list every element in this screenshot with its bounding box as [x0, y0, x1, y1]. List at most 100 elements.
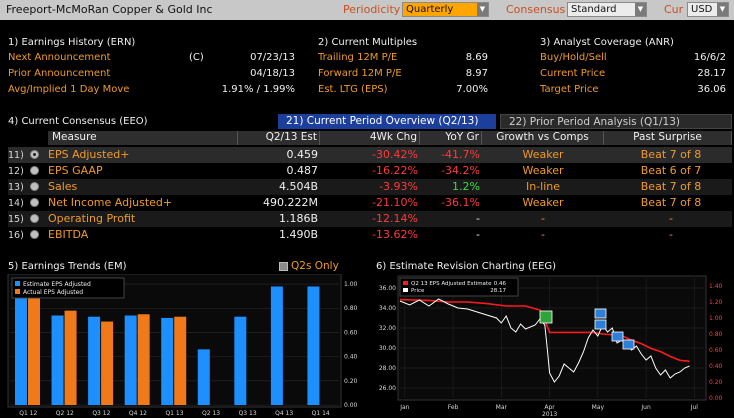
legend-label-estimate: Estimate EPS Adjusted — [23, 281, 91, 288]
y-tick-label: 0.40 — [344, 354, 358, 361]
x-tick-label: Q4 12 — [129, 410, 147, 417]
actual-bar[interactable] — [28, 290, 40, 405]
estimate-bar[interactable] — [270, 286, 283, 405]
actual-bar[interactable] — [64, 310, 77, 405]
q2s-only-checkbox[interactable] — [279, 262, 288, 271]
x-tick-label: Q1 13 — [165, 410, 183, 417]
estimate-bar[interactable] — [51, 315, 64, 405]
currency-value: USD — [691, 4, 713, 15]
estimate-bar[interactable] — [124, 315, 137, 405]
col-header-yoy-gr[interactable]: YoY Gr — [420, 131, 482, 145]
estimate-bar[interactable] — [307, 286, 320, 405]
table-row[interactable]: 16) EBITDA 1.490B -13.62% - - - — [8, 227, 732, 243]
estimate-value: 4.504B — [278, 180, 318, 193]
past-surprise: Beat 6 of 7 — [640, 164, 702, 177]
x-tick-label: Jul — [690, 404, 699, 411]
growth-vs-comps: In-line — [525, 180, 561, 193]
event-marker-icon[interactable] — [622, 339, 635, 350]
actual-bar[interactable] — [174, 316, 187, 405]
consensus-dropdown[interactable]: Standard ▼ — [567, 2, 647, 17]
past-surprise: - — [669, 212, 673, 225]
implied-move-label: Avg/Implied 1 Day Move — [8, 84, 130, 95]
radio-button[interactable] — [30, 150, 39, 159]
x-tick-label: Apr — [544, 404, 555, 411]
periodicity-label: Periodicity — [343, 3, 401, 16]
col-header-growth-vs-comps[interactable]: Growth vs Comps — [482, 131, 604, 145]
x-tick-label: Mar — [496, 404, 508, 411]
legend-swatch-price — [403, 288, 408, 292]
radio-button[interactable] — [30, 198, 39, 207]
security-title: Freeport-McMoRan Copper & Gold Inc — [6, 3, 213, 16]
y-tick-label-right: 0.00 — [709, 395, 723, 402]
next-announcement-value: 07/23/13 — [250, 52, 295, 63]
title-bar: Freeport-McMoRan Copper & Gold Inc Perio… — [0, 0, 734, 20]
y-tick-label-left: 36.00 — [379, 285, 396, 292]
event-marker-icon[interactable] — [594, 319, 607, 330]
col-header-past-surprise[interactable]: Past Surprise — [604, 131, 732, 145]
legend-value-price: 28.17 — [490, 288, 506, 294]
current-multiples-title[interactable]: 2) Current Multiples — [318, 37, 418, 48]
table-row[interactable]: 11) EPS Adjusted+ 0.459 -30.42% -41.7% W… — [8, 147, 732, 163]
estimate-bar[interactable] — [197, 349, 210, 405]
event-marker-icon[interactable] — [611, 331, 624, 342]
x-tick-label: Q3 13 — [239, 410, 257, 417]
radio-button[interactable] — [30, 166, 39, 175]
legend-swatch-estimate — [15, 281, 20, 286]
analyst-coverage-title[interactable]: 3) Analyst Coverage (ANR) — [540, 37, 674, 48]
radio-button[interactable] — [30, 230, 39, 239]
forward-pe-label: Forward 12M P/E — [318, 68, 402, 79]
target-price-label: Target Price — [540, 84, 599, 95]
y-tick-label-right: 0.20 — [709, 379, 723, 386]
prior-announcement-value: 04/18/13 — [250, 68, 295, 79]
x-tick-label: Q1 14 — [312, 410, 330, 417]
table-row[interactable]: 12) EPS GAAP 0.487 -16.22% -34.2% Weaker… — [8, 163, 732, 179]
radio-button[interactable] — [30, 182, 39, 191]
est-ltg-value: 7.00% — [456, 84, 488, 95]
y-tick-label-right: 1.20 — [709, 299, 723, 306]
trailing-pe-label: Trailing 12M P/E — [318, 52, 398, 63]
yoy-growth: -34.2% — [441, 164, 480, 177]
earnings-history-title[interactable]: 1) Earnings History (ERN) — [8, 37, 136, 48]
table-row[interactable]: 15) Operating Profit 1.186B -12.14% - - … — [8, 211, 732, 227]
radio-button[interactable] — [30, 214, 39, 223]
y-tick-label-right: 1.00 — [709, 315, 723, 322]
four-week-change: -3.93% — [379, 180, 418, 193]
estimate-bar[interactable] — [15, 296, 27, 405]
table-row[interactable]: 13) Sales 4.504B -3.93% 1.2% In-line Bea… — [8, 179, 732, 195]
y-tick-label-right: 0.40 — [709, 363, 723, 370]
estimate-bar[interactable] — [88, 316, 101, 405]
next-announcement-flag: (C) — [189, 52, 204, 63]
table-row[interactable]: 14) Net Income Adjusted+ 490.222M -21.10… — [8, 195, 732, 211]
event-marker-icon[interactable] — [539, 310, 553, 324]
tab-current-period-overview[interactable]: 21) Current Period Overview (Q2/13) — [278, 114, 496, 129]
buy-hold-sell-label: Buy/Hold/Sell — [540, 52, 607, 63]
x-tick-label: Jun — [640, 404, 651, 411]
chevron-down-icon: ▼ — [477, 3, 488, 16]
growth-vs-comps: Weaker — [522, 196, 564, 209]
legend-label-price: Price — [411, 288, 425, 294]
x-tick-label: Q2 12 — [56, 410, 74, 417]
current-consensus-title[interactable]: 4) Current Consensus (EEO) — [8, 116, 148, 127]
estimate-bar[interactable] — [234, 316, 247, 405]
estimate-series-line — [399, 298, 690, 362]
col-header-4wk-chg[interactable]: 4Wk Chg — [320, 131, 420, 145]
col-header-estimate[interactable]: Q2/13 Est — [238, 131, 320, 145]
tab-prior-period-analysis[interactable]: 22) Prior Period Analysis (Q1/13) — [500, 114, 732, 129]
growth-vs-comps: Weaker — [522, 148, 564, 161]
legend-label-actual: Actual EPS Adjusted — [23, 289, 83, 296]
q2s-only-label: Q2s Only — [291, 260, 339, 272]
y-tick-label-left: 30.00 — [379, 345, 396, 352]
chevron-down-icon: ▼ — [717, 3, 728, 16]
periodicity-dropdown[interactable]: Quarterly ▼ — [402, 2, 489, 17]
estimate-bar[interactable] — [161, 317, 174, 405]
estimate-revision-title[interactable]: 6) Estimate Revision Charting (EEG) — [376, 261, 557, 272]
earnings-trends-title[interactable]: 5) Earnings Trends (EM) — [8, 261, 127, 272]
row-number: 14) — [8, 198, 24, 209]
currency-dropdown[interactable]: USD ▼ — [687, 2, 729, 17]
actual-bar[interactable] — [101, 321, 114, 405]
actual-bar[interactable] — [137, 314, 150, 405]
event-marker-icon[interactable] — [594, 308, 607, 319]
yoy-growth: 1.2% — [452, 180, 480, 193]
past-surprise: Beat 7 of 8 — [640, 148, 702, 161]
col-header-measure[interactable]: Measure — [48, 131, 238, 145]
